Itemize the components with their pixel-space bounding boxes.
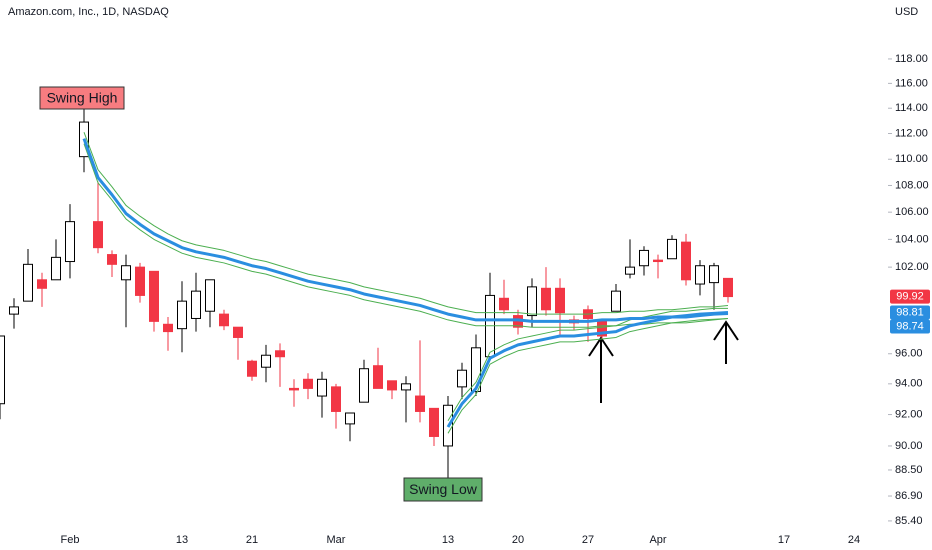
x-tick-label: 17 [778,534,790,546]
candle-body [191,290,201,319]
candle-body [611,290,621,312]
y-tick-label: 88.50 [895,464,923,476]
candle-body [667,238,677,260]
candle-body [233,326,243,338]
x-tick-label: 24 [848,534,860,546]
y-tick-label: 96.00 [895,348,923,360]
candle-body [373,365,383,389]
candle-body [415,395,425,412]
x-tick-label: Apr [649,534,666,546]
candle-body [555,287,565,314]
x-tick-label: Feb [61,534,80,546]
candle-body [219,313,229,327]
y-tick-label: 86.90 [895,490,923,502]
candle-body [51,256,61,281]
x-tick-label: 27 [582,534,594,546]
y-tick-label: 90.00 [895,440,923,452]
price-tag-label: 98.81 [896,306,924,318]
line-series [83,132,729,315]
candle-body [345,412,355,425]
price-tag [890,319,930,334]
candle-body [289,387,299,391]
candle-body [177,300,187,330]
line-series [83,143,729,328]
x-tick-label: 21 [246,534,258,546]
candle-body [303,378,313,389]
x-tick-label: 13 [442,534,454,546]
price-tag-label: 98.74 [896,320,924,332]
candle-body [499,297,509,311]
candle-body [149,270,159,322]
line-series [446,312,729,428]
chart-title: Amazon.com, Inc., 1D, NASDAQ [8,6,169,18]
candle-body [695,265,705,285]
line-series [447,317,729,434]
candle-body [163,323,173,333]
candle-body [639,249,649,267]
y-tick-label: 116.00 [895,77,928,89]
line-series [82,138,729,323]
candle-body [429,407,439,437]
candle-body [275,350,285,358]
candle-body [359,368,369,403]
candle-body [23,263,33,302]
candle-body [65,221,75,263]
y-tick-label: 94.00 [895,378,923,390]
candle-body [471,347,481,392]
currency-label: USD [895,6,918,18]
line-series [447,307,728,422]
y-tick-label: 106.00 [895,206,929,218]
candle-body [723,277,733,298]
candle-body [625,266,635,275]
annotation-label: Swing High [47,90,118,106]
y-tick-label: 108.00 [895,179,929,191]
y-tick-label: 102.00 [895,261,929,273]
candle-body [135,266,145,296]
x-tick-label: 20 [512,534,524,546]
arrow [588,320,739,403]
price-tag-label: 99.92 [896,290,924,302]
candle-body [107,254,117,265]
candle-body [653,259,663,263]
candle-body [261,354,271,368]
candle-body [121,265,131,281]
y-tick-label: 110.00 [895,153,928,165]
candle-body [317,378,327,397]
annotation-box [403,477,483,502]
candle-body [205,279,215,312]
candle-body [681,241,691,281]
candle-body [93,221,103,249]
y-tick-label: 92.00 [895,408,923,420]
candle-body [37,279,47,289]
candle-body [401,383,411,391]
candle-body [541,287,551,311]
candle-body [457,369,467,388]
candle-body [527,286,537,317]
candle-body [387,380,397,391]
candle-body [9,306,19,315]
price-tag [890,305,930,320]
annotation-label: Swing Low [409,481,478,497]
annotation-box [39,86,125,110]
candle-body [0,335,5,405]
y-tick-label: 112.00 [895,127,928,139]
x-tick-label: Mar [327,534,346,546]
candle-body [709,265,719,284]
y-tick-label: 118.00 [895,53,928,65]
y-tick-label: 85.40 [895,515,923,527]
y-tick-label: 114.00 [895,102,928,114]
x-tick-label: 13 [176,534,188,546]
candle-body [331,386,341,412]
y-tick-label: 104.00 [895,233,929,245]
price-tag [890,289,930,304]
candle-body [247,360,257,377]
